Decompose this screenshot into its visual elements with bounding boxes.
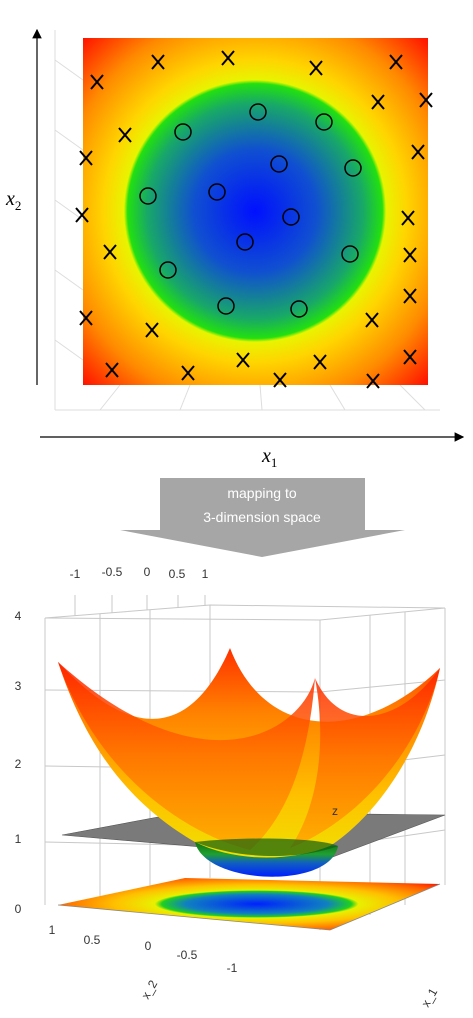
top-tick-label: -0.5 [102, 565, 123, 579]
x-marker [401, 210, 415, 226]
o-marker [139, 187, 157, 205]
x-marker [181, 365, 195, 381]
z-tick-label: 4 [15, 609, 22, 623]
x-marker [236, 352, 250, 368]
x-marker [118, 127, 132, 143]
z-tick-label: 3 [15, 679, 22, 693]
x-marker [313, 354, 327, 370]
x-marker [365, 312, 379, 328]
tick-labels: 0 1 2 3 4 -1 -0.5 0 0.5 1 1 0.5 0 -0.5 -1 [15, 565, 238, 975]
x-marker [403, 288, 417, 304]
z-axis-label: z [332, 804, 338, 818]
x-marker [90, 74, 104, 90]
surface-front [290, 668, 440, 848]
x-marker [79, 150, 93, 166]
o-marker [344, 159, 362, 177]
x-marker [273, 372, 287, 388]
x2-tick-label: 1 [49, 923, 56, 937]
z-tick-label: 2 [15, 757, 22, 771]
arrow-text: mapping to [227, 485, 296, 501]
o-marker [174, 123, 192, 141]
x-marker [221, 50, 235, 66]
arrow-text: 3-dimension space [203, 509, 321, 525]
x-marker [75, 207, 89, 223]
intersection-band [195, 838, 338, 857]
box-front [57, 883, 441, 931]
x2-axis-label: x_2 [138, 977, 160, 1001]
surface-front [58, 662, 315, 850]
top-tick-label: -1 [70, 567, 81, 581]
top-tick-label: 0 [144, 565, 151, 579]
o-marker [282, 208, 300, 226]
plot-3d: 0 1 2 3 4 -1 -0.5 0 0.5 1 1 0.5 0 -0.5 -1 z x_2 x_1 [15, 565, 446, 1010]
y-axis-label: x2 [5, 188, 21, 213]
x2-tick-label: -0.5 [177, 948, 198, 962]
top-tick-label: 0.5 [169, 567, 186, 581]
o-marker [249, 103, 267, 121]
z-tick-label: 1 [15, 832, 22, 846]
x-marker [105, 362, 119, 378]
x2-tick-label: 0.5 [84, 933, 101, 947]
o-marker [270, 155, 288, 173]
x-marker [103, 244, 117, 260]
x-marker [366, 373, 380, 389]
markers [75, 50, 433, 389]
o-marker [341, 245, 359, 263]
x-marker [419, 92, 433, 108]
x-marker [79, 310, 93, 326]
x-marker [151, 54, 165, 70]
x-marker [371, 94, 385, 110]
plot-2d: x2 x1 [5, 28, 465, 470]
o-marker [290, 300, 308, 318]
x-axis-label: x1 [261, 445, 277, 470]
z-tick-label: 0 [15, 902, 22, 916]
o-marker [236, 233, 254, 251]
mapping-arrow: mapping to 3-dimension space [120, 478, 405, 557]
x1-axis-label: x_1 [418, 985, 440, 1009]
x2-tick-label: 0 [145, 939, 152, 953]
x-marker [389, 54, 403, 70]
o-marker [159, 261, 177, 279]
x2-tick-label: -1 [227, 961, 238, 975]
o-marker [315, 113, 333, 131]
x-marker [403, 247, 417, 263]
floor-projection [58, 878, 440, 930]
x-marker [309, 60, 323, 76]
x-marker [411, 144, 425, 160]
x-marker [145, 322, 159, 338]
x-marker [403, 349, 417, 365]
backdrop-grid [54, 30, 440, 411]
o-marker [208, 183, 226, 201]
o-marker [217, 297, 235, 315]
top-tick-label: 1 [202, 567, 209, 581]
decision-field [83, 38, 428, 385]
